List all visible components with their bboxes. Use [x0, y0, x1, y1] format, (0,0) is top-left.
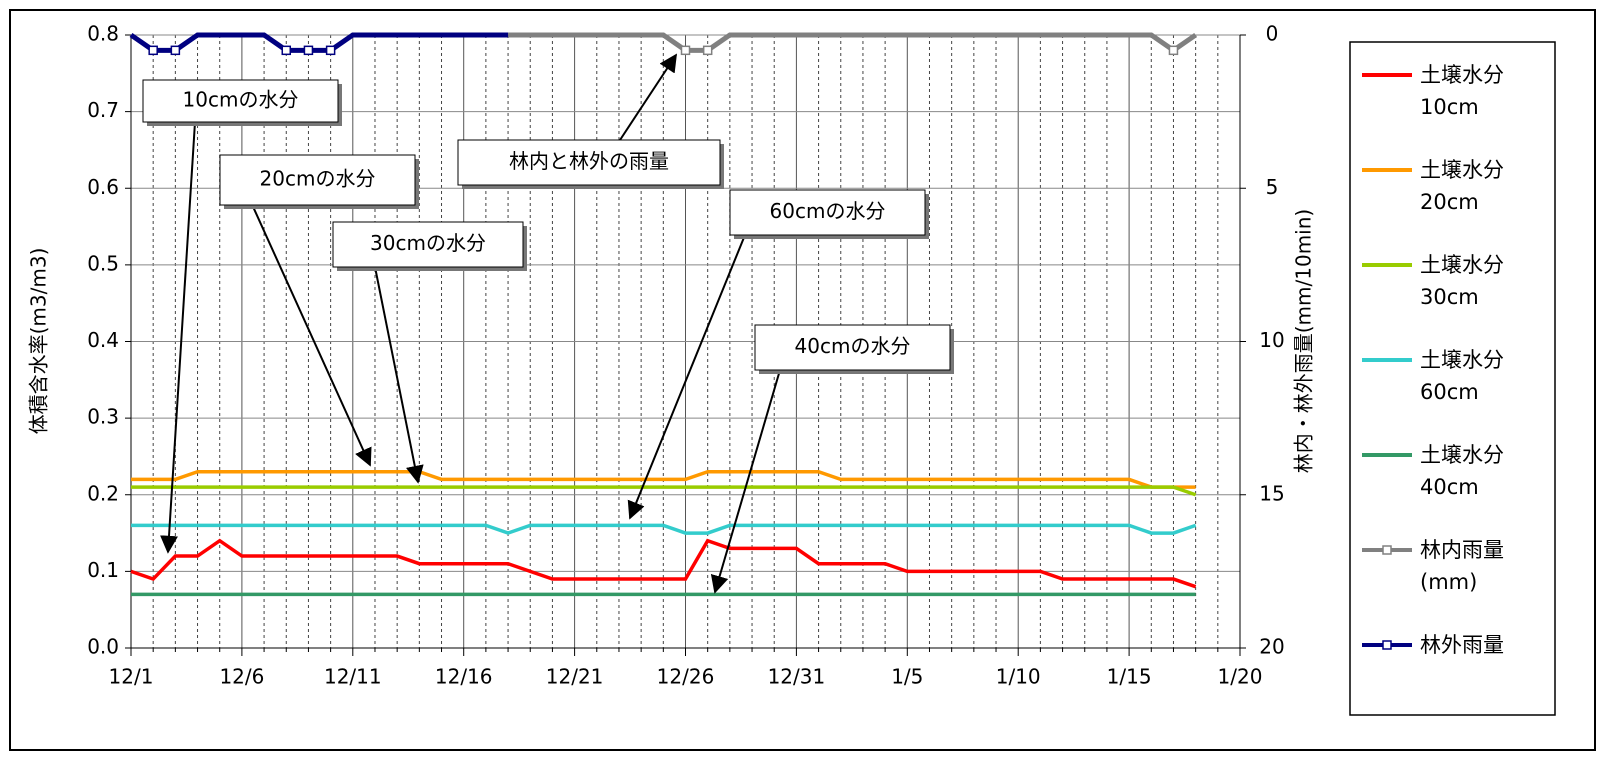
legend-label: 土壌水分 40cm: [1420, 443, 1504, 499]
y2-tick-label: 5: [1266, 175, 1279, 199]
y-tick-label: 0.1: [87, 558, 119, 582]
annotation-arrow: [249, 199, 372, 467]
x-tick-label: 1/5: [891, 665, 923, 689]
annotation-box: [219, 154, 416, 206]
legend-label: 土壌水分 60cm: [1420, 348, 1504, 404]
x-tick-label: 12/16: [435, 665, 493, 689]
series-marker: [702, 45, 713, 56]
series-marker: [170, 45, 181, 56]
x-tick-label: 12/6: [219, 665, 264, 689]
x-tick-label: 1/20: [1218, 665, 1263, 689]
legend-entry: 土壌水分 30cm: [1420, 253, 1504, 309]
legend-label: 土壌水分 10cm: [1420, 63, 1504, 119]
annotation-text: 30cmの水分: [370, 231, 486, 255]
annotation-box: [457, 139, 721, 186]
legend-marker: [1382, 640, 1392, 650]
series-line: [131, 485, 1197, 497]
annotation-box: [729, 189, 926, 236]
annotation-box: [142, 79, 339, 123]
series-line: [129, 32, 509, 53]
annotation-arrow: [710, 369, 781, 594]
legend-entry: 土壌水分 60cm: [1420, 348, 1504, 404]
x-tick-label: 12/26: [657, 665, 715, 689]
y2-tick-label: 10: [1259, 328, 1284, 352]
series-marker: [148, 45, 158, 56]
annotation-arrow: [627, 234, 746, 520]
y2-axis-title: 林内・林外雨量(mm/10min): [1292, 209, 1316, 473]
x-tick-label: 12/11: [324, 665, 382, 689]
annotation-arrow: [374, 266, 424, 484]
series-marker: [325, 45, 336, 56]
y-tick-label: 0.2: [87, 481, 119, 505]
annotation-arrow: [619, 53, 677, 141]
legend-label: 林内雨量 (mm): [1420, 538, 1504, 594]
annotation-box: [332, 221, 524, 268]
y2-tick-label: 0: [1266, 22, 1279, 46]
legend-label: 林外雨量: [1420, 633, 1504, 657]
legend-entry: 土壌水分 40cm: [1420, 443, 1504, 499]
legend-label: 土壌水分 30cm: [1420, 253, 1504, 309]
series-line: [508, 32, 1198, 54]
x-tick-label: 12/31: [768, 665, 826, 689]
legend-label: 土壌水分 20cm: [1420, 158, 1504, 214]
series-line: [130, 538, 1197, 589]
y-tick-label: 0.0: [87, 635, 119, 659]
series-line: [131, 523, 1197, 535]
series-marker: [303, 45, 314, 56]
x-tick-label: 1/15: [1107, 665, 1152, 689]
legend-box: [1349, 41, 1556, 716]
series-line: [131, 470, 1196, 489]
legend-entry: 土壌水分 20cm: [1420, 158, 1504, 214]
annotation-text: 10cmの水分: [183, 88, 299, 112]
y-tick-label: 0.3: [87, 405, 119, 429]
legend-entry: 林内雨量 (mm): [1420, 538, 1504, 594]
y-tick-label: 0.5: [87, 251, 119, 275]
y-tick-label: 0.8: [87, 22, 119, 46]
annotation-text: 20cmの水分: [260, 167, 376, 191]
annotation-text: 60cmの水分: [770, 199, 886, 223]
legend-entry: 土壌水分 10cm: [1420, 63, 1504, 119]
x-tick-label: 12/1: [109, 665, 154, 689]
series-marker: [1168, 45, 1179, 56]
legend-marker: [1382, 545, 1392, 555]
y-tick-label: 0.4: [87, 328, 119, 352]
y2-tick-label: 20: [1259, 635, 1284, 659]
x-tick-label: 12/21: [546, 665, 604, 689]
annotation-text: 林内と林外の雨量: [509, 149, 669, 173]
y2-tick-label: 15: [1259, 481, 1284, 505]
annotation-box: [754, 324, 951, 371]
y-tick-label: 0.7: [87, 98, 119, 122]
y-tick-label: 0.6: [87, 175, 119, 199]
annotation-text: 40cmの水分: [795, 334, 911, 358]
annotation-arrow: [160, 121, 196, 554]
y-axis-title: 体積含水率(m3/m3): [27, 248, 51, 435]
x-tick-label: 1/10: [996, 665, 1041, 689]
legend-entry: 林外雨量: [1420, 633, 1504, 657]
series-marker: [680, 45, 691, 56]
series-marker: [281, 45, 292, 56]
